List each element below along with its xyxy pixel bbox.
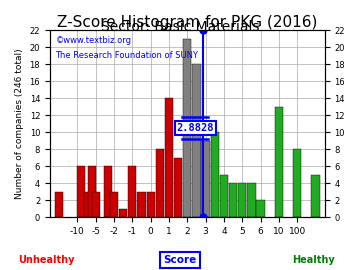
Bar [293, 149, 301, 217]
Bar [229, 183, 237, 217]
Bar [104, 166, 112, 217]
Text: Unhealthy: Unhealthy [19, 255, 75, 265]
Bar [220, 175, 228, 217]
Bar [211, 132, 219, 217]
Bar [77, 166, 85, 217]
Text: Score: Score [163, 255, 197, 265]
Text: The Research Foundation of SUNY: The Research Foundation of SUNY [55, 50, 198, 60]
Bar [138, 192, 145, 217]
Bar [119, 209, 127, 217]
Bar [128, 166, 136, 217]
Text: 2.8828: 2.8828 [176, 123, 214, 133]
Bar [165, 98, 173, 217]
Bar [256, 200, 265, 217]
Y-axis label: Number of companies (246 total): Number of companies (246 total) [15, 48, 24, 199]
Bar [91, 192, 100, 217]
Bar [275, 107, 283, 217]
Text: Sector: Basic Materials: Sector: Basic Materials [101, 20, 259, 34]
Text: ©www.textbiz.org: ©www.textbiz.org [55, 36, 131, 45]
Title: Z-Score Histogram for PKG (2016): Z-Score Histogram for PKG (2016) [57, 15, 318, 30]
Bar [84, 192, 93, 217]
Bar [238, 183, 246, 217]
Bar [174, 158, 182, 217]
Bar [192, 64, 201, 217]
Bar [88, 166, 96, 217]
Bar [55, 192, 63, 217]
Bar [110, 192, 118, 217]
Bar [202, 141, 210, 217]
Bar [183, 39, 192, 217]
Bar [147, 192, 155, 217]
Text: Healthy: Healthy [292, 255, 334, 265]
Bar [311, 175, 320, 217]
Bar [156, 149, 164, 217]
Bar [247, 183, 256, 217]
